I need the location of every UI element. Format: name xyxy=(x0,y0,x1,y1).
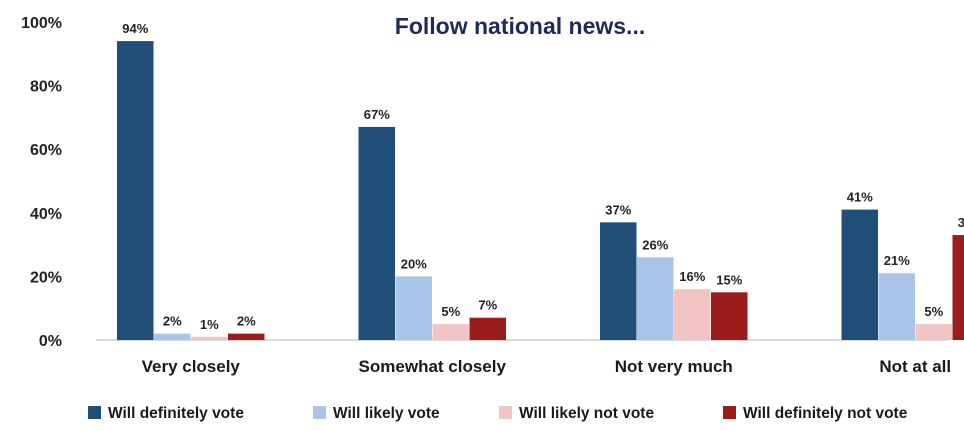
y-tick-label: 40% xyxy=(30,206,62,223)
legend-label: Will likely not vote xyxy=(519,405,654,422)
x-tick-label: Not very much xyxy=(615,357,733,376)
bar xyxy=(117,41,154,340)
legend-label: Will definitely vote xyxy=(108,405,244,422)
legend: Will definitely vote Will likely vote Will… xyxy=(88,405,908,422)
data-label: 20% xyxy=(401,256,427,271)
bars: 94% 2% 1% 2% 67% 20% 5% 7% 37% 26% 16% 15% 41% 21% 5% 3… xyxy=(117,21,964,340)
legend-label: Will likely vote xyxy=(333,405,440,422)
x-tick-label: Somewhat closely xyxy=(359,357,507,376)
y-tick-label: 60% xyxy=(30,142,62,159)
bar xyxy=(154,333,191,340)
data-label: 5% xyxy=(924,304,943,319)
bar xyxy=(915,324,952,340)
bar xyxy=(711,292,748,340)
bar xyxy=(637,257,674,340)
data-label: 7% xyxy=(478,298,497,313)
legend-swatch xyxy=(88,406,101,419)
x-tick-label: Very closely xyxy=(142,357,241,376)
bar xyxy=(395,276,432,340)
bar xyxy=(674,289,711,340)
data-label: 2% xyxy=(237,314,256,329)
data-label: 16% xyxy=(679,269,705,284)
data-label: 2% xyxy=(163,314,182,329)
data-label: 33% xyxy=(958,215,964,230)
bar xyxy=(432,324,469,340)
data-label: 94% xyxy=(122,21,148,36)
data-label: 1% xyxy=(200,317,219,332)
bar xyxy=(841,209,878,340)
data-label: 21% xyxy=(884,253,910,268)
x-axis: Very closely Somewhat closely Not very muc… xyxy=(142,357,952,376)
chart-title: Follow national news... xyxy=(395,13,645,39)
bar xyxy=(952,235,964,340)
bar xyxy=(228,333,265,340)
legend-label: Will definitely not vote xyxy=(743,405,908,422)
bar xyxy=(469,317,506,340)
legend-swatch xyxy=(313,406,326,419)
bar xyxy=(358,126,395,340)
legend-swatch xyxy=(499,406,512,419)
bar xyxy=(191,336,228,340)
data-label: 41% xyxy=(847,190,873,205)
data-label: 15% xyxy=(716,272,742,287)
legend-swatch xyxy=(723,406,736,419)
data-label: 26% xyxy=(642,237,668,252)
data-label: 5% xyxy=(441,304,460,319)
bar xyxy=(600,222,637,340)
data-label: 37% xyxy=(605,202,631,217)
y-tick-label: 100% xyxy=(21,15,62,32)
bar xyxy=(878,273,915,340)
y-tick-label: 80% xyxy=(30,79,62,96)
data-label: 67% xyxy=(364,107,390,122)
x-tick-label: Not at all xyxy=(879,357,951,376)
y-tick-label: 0% xyxy=(39,333,62,350)
y-tick-label: 20% xyxy=(30,269,62,286)
